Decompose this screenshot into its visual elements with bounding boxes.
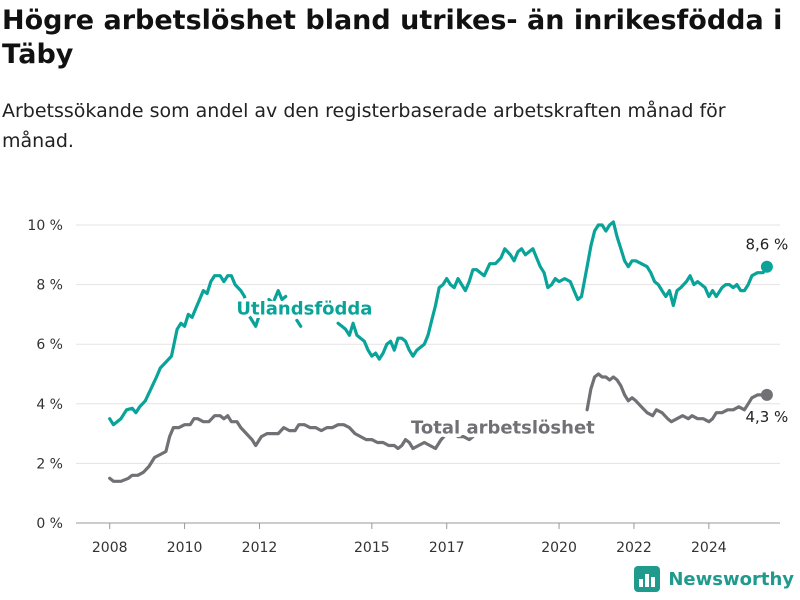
x-tick-label: 2012 xyxy=(242,540,278,556)
y-axis: 0 % 2 % 4 % 6 % 8 % 10 % xyxy=(27,218,63,532)
x-tick-label: 2010 xyxy=(167,540,203,556)
series-line-total-arbetslöshet xyxy=(456,435,475,442)
series-annotation-halo: Utlandsfödda xyxy=(236,298,372,319)
y-tick-label: 10 % xyxy=(27,218,63,234)
end-point-total-arbetslöshet xyxy=(760,388,773,401)
series-annotation-halo: Total arbetslöshet xyxy=(411,418,595,439)
series-line-total-arbetslöshet xyxy=(108,414,454,483)
y-tick-label: 8 % xyxy=(36,278,63,294)
series-annotation-label: Utlandsfödda xyxy=(236,298,372,319)
series-line-utlandsfödda xyxy=(295,318,303,328)
series-line-utlandsfödda xyxy=(108,274,275,427)
series-annotation-label: Total arbetslöshet xyxy=(411,418,595,439)
y-tick-label: 4 % xyxy=(36,397,63,413)
series-line-utlandsfödda xyxy=(336,220,769,361)
bar-chart-logo-icon xyxy=(634,566,661,592)
x-tick-label: 2008 xyxy=(92,540,128,556)
brand-name: Newsworthy xyxy=(668,568,794,590)
end-point-utlandsfödda xyxy=(760,260,773,273)
x-tick-label: 2020 xyxy=(541,540,577,556)
chart-labels: 8,6 %4,3 %UtlandsföddaUtlandsföddaTotal … xyxy=(233,236,788,442)
newsworthy-brand: Newsworthy xyxy=(634,566,794,592)
series-line-total-arbetslöshet xyxy=(585,372,769,424)
x-tick-label: 2015 xyxy=(354,540,390,556)
x-tick-label: 2017 xyxy=(429,540,465,556)
chart-subtitle: Arbetssökande som andel av den registerb… xyxy=(2,100,726,152)
x-axis: 2008 2010 2012 2015 2017 2020 2022 2024 xyxy=(92,523,727,556)
y-tick-label: 6 % xyxy=(36,337,63,353)
series-line-utlandsfödda xyxy=(272,289,288,302)
chart-title: Högre arbetslöshet bland utrikes- än inr… xyxy=(2,5,783,70)
chart-series xyxy=(108,220,773,483)
x-tick-label: 2022 xyxy=(616,540,652,556)
end-label-utlandsfödda: 8,6 % xyxy=(745,236,788,254)
y-tick-label: 0 % xyxy=(36,516,63,532)
x-tick-label: 2024 xyxy=(691,540,727,556)
chart-grid xyxy=(76,224,780,524)
end-label-total-arbetslöshet: 4,3 % xyxy=(745,408,788,426)
y-tick-label: 2 % xyxy=(36,456,63,472)
